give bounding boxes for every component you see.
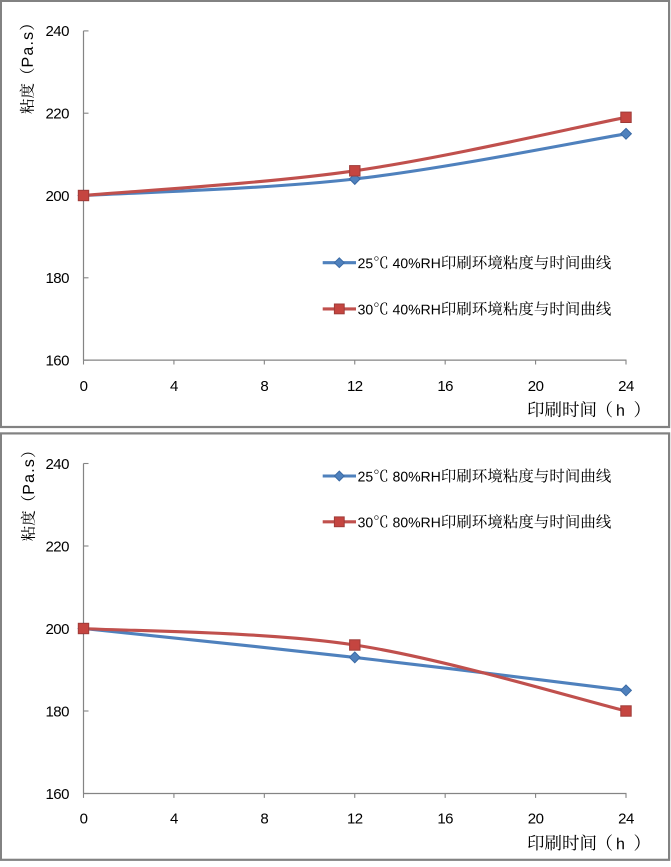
svg-text:24: 24 (618, 810, 634, 827)
svg-text:200: 200 (45, 188, 69, 205)
svg-text:180: 180 (45, 703, 69, 720)
svg-text:16: 16 (437, 810, 453, 827)
svg-text:0: 0 (80, 810, 88, 827)
svg-text:200: 200 (45, 621, 69, 638)
svg-text:16: 16 (437, 378, 453, 395)
svg-text:160: 160 (45, 352, 69, 369)
svg-text:8: 8 (260, 378, 268, 395)
svg-text:180: 180 (45, 270, 69, 287)
svg-text:0: 0 (80, 378, 88, 395)
svg-text:240: 240 (45, 23, 69, 40)
svg-text:4: 4 (170, 378, 178, 395)
svg-text:4: 4 (170, 810, 178, 827)
svg-text:12: 12 (347, 810, 363, 827)
svg-text:24: 24 (618, 378, 634, 395)
svg-text:240: 240 (45, 456, 69, 473)
svg-text:8: 8 (260, 810, 268, 827)
svg-text:20: 20 (528, 378, 544, 395)
svg-text:220: 220 (45, 106, 69, 123)
svg-text:160: 160 (45, 786, 69, 803)
svg-text:220: 220 (45, 538, 69, 555)
svg-text:12: 12 (347, 378, 363, 395)
svg-text:20: 20 (528, 810, 544, 827)
